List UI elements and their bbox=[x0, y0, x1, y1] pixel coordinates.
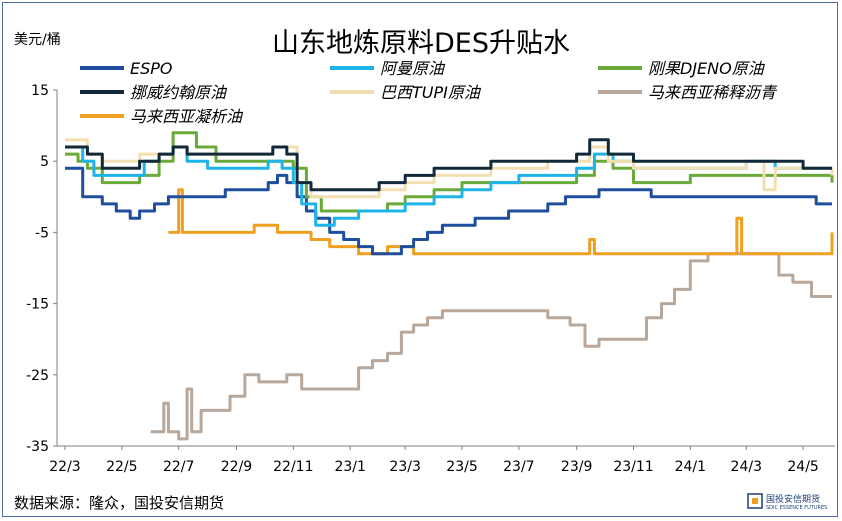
x-tick-label: 24/3 bbox=[731, 459, 762, 475]
y-axis-unit: 美元/桶 bbox=[14, 32, 61, 48]
legend-label: 马来西亚凝析油 bbox=[130, 107, 244, 126]
logo-subtitle: SDIC ESSENCE FUTURES bbox=[766, 505, 827, 511]
x-tick-label: 23/7 bbox=[503, 459, 534, 475]
y-tick-label: 5 bbox=[40, 154, 49, 170]
x-tick-label: 22/11 bbox=[273, 459, 313, 475]
legend-label: 马来西亚稀释沥青 bbox=[648, 83, 778, 102]
x-tick-label: 23/5 bbox=[446, 459, 477, 475]
series-line-1 bbox=[65, 166, 832, 256]
y-tick-label: -35 bbox=[26, 439, 49, 455]
x-tick-label: 23/3 bbox=[389, 459, 420, 475]
y-tick-label: -15 bbox=[26, 297, 49, 313]
series-line-3 bbox=[65, 131, 834, 213]
series-line-4 bbox=[65, 138, 832, 192]
legend-label: 挪威约翰原油 bbox=[130, 83, 228, 102]
x-tick-label: 24/1 bbox=[675, 459, 706, 475]
x-tick-label: 23/1 bbox=[334, 459, 365, 475]
x-tick-label: 23/9 bbox=[561, 459, 592, 475]
chart-title: 山东地炼原料DES升贴水 bbox=[272, 28, 570, 59]
x-tick-label: 24/5 bbox=[787, 459, 818, 475]
x-tick-label: 22/7 bbox=[163, 459, 194, 475]
x-tick-label: 22/3 bbox=[49, 459, 80, 475]
legend-label: 阿曼原油 bbox=[380, 59, 446, 78]
y-tick-label: 15 bbox=[31, 83, 49, 99]
x-tick-label: 22/9 bbox=[221, 459, 252, 475]
series-line-6 bbox=[150, 252, 832, 441]
x-tick-label: 23/11 bbox=[613, 459, 653, 475]
x-tick-label: 22/5 bbox=[106, 459, 137, 475]
data-source: 数据来源：隆众，国投安信期货 bbox=[14, 494, 224, 512]
logo-name: 国投安信期货 bbox=[766, 493, 820, 505]
y-tick-label: -25 bbox=[26, 368, 49, 384]
legend-label: ESPO bbox=[130, 59, 173, 78]
y-tick-label: -5 bbox=[35, 225, 49, 241]
logo-mark bbox=[747, 493, 763, 509]
logo-mark-inner bbox=[752, 498, 758, 504]
legend-label: 巴西TUPI原油 bbox=[380, 83, 482, 102]
series-line-7 bbox=[168, 188, 834, 256]
legend-label: 刚果DJENO原油 bbox=[648, 59, 766, 78]
